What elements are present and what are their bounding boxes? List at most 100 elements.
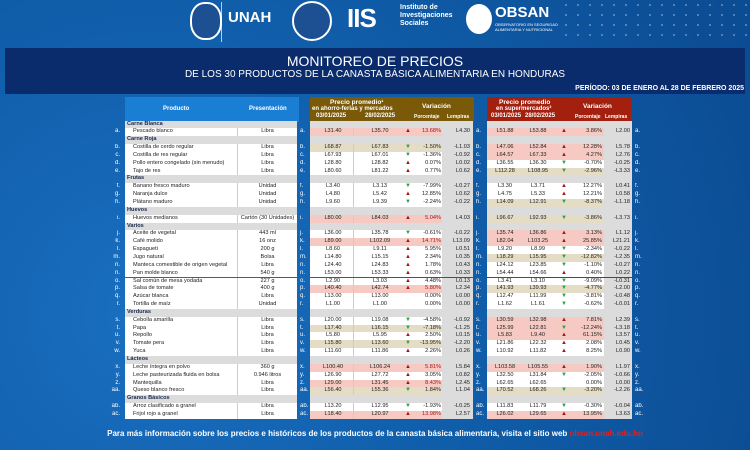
mercados-price-jan: L13.00: [324, 293, 342, 300]
header-super: Precio promedio en supermercados² 03/01/…: [487, 97, 632, 122]
mercados-lempiras: -L0.22: [442, 199, 473, 207]
super-lempiras: -L0.31: [604, 277, 632, 286]
super-lempiras: -L0.27: [604, 261, 632, 270]
mercados-price-feb: L81.22: [371, 167, 389, 174]
row-letter-left: j.: [117, 230, 120, 237]
column-divider: [353, 403, 354, 411]
table-row: v. Tomate pera Libra v. L15.80 L13.60 ▼ -13.95%…: [96, 340, 648, 349]
arrow-down-icon: ▼: [561, 246, 567, 253]
super-cell-bg: [487, 348, 604, 356]
mercados-cell-bg: [310, 214, 442, 223]
super-percent: -12.24%: [581, 324, 602, 331]
super-cell-bg: [487, 253, 604, 262]
mercados-price-feb: L19.08: [371, 316, 389, 323]
row-letter-left: ac.: [111, 410, 120, 417]
super-price-feb: L1.61: [531, 301, 545, 308]
super-lempiras: -L3.33: [604, 167, 632, 176]
mercados-lempiras: L4.03: [442, 214, 473, 223]
page-title: MONITOREO DE PRECIOS: [286, 53, 464, 69]
mercados-price-jan: L20.00: [324, 316, 342, 323]
super-lempiras: L0.45: [604, 340, 632, 349]
row-letter-left: m.: [113, 253, 120, 260]
row-letter-left: z.: [115, 379, 120, 386]
row-letter: w.: [300, 348, 306, 355]
mercados-price-jan: L80.60: [324, 167, 342, 174]
arrow-down-icon: ▼: [561, 253, 567, 260]
row-letter-right: z.: [635, 379, 640, 386]
super-cell-bg: [487, 246, 604, 254]
mercados-price-feb: L1.00: [373, 301, 387, 308]
super-lempiras: -L2.00: [604, 285, 632, 294]
arrow-down-icon: ▼: [405, 340, 411, 347]
mercados-price-feb: L9.39: [373, 199, 387, 205]
product-name: Pescado blanco: [125, 128, 237, 137]
super-percent: 2.08%: [586, 340, 602, 347]
mercados-price-jan: L9.60: [326, 199, 340, 205]
super-lempiras: -L0.25: [604, 159, 632, 168]
category-bg: [125, 136, 297, 145]
column-divider: [353, 371, 354, 380]
product-name: Aceite de vegetal: [125, 230, 237, 239]
header-mercados-date1: 03/01/2025: [316, 113, 347, 119]
presentation: Libra: [237, 261, 297, 270]
super-percent: -12.82%: [581, 253, 602, 260]
mercados-percent: 0.00%: [425, 293, 441, 300]
mercados-price-feb: L13.60: [371, 340, 389, 347]
row-letter: v.: [476, 340, 481, 347]
table-row: p. Salsa de tomate 400 g p. L40.40 L42.74 ▲ 5.8…: [96, 285, 648, 294]
mercados-price-jan: L89.00: [324, 238, 342, 245]
mercados-price-jan: L2.90: [326, 277, 340, 284]
product-name: Manteca comestible de origen vegetal: [125, 261, 237, 270]
iis-logo-subtitle: Instituto de Investigaciones Sociales: [400, 4, 453, 27]
row-letter: d.: [300, 159, 306, 166]
footer-link[interactable]: obsan.unah.edu.hn: [569, 429, 643, 438]
row-letter-left: q.: [114, 293, 120, 300]
presentation: Unidad: [237, 191, 297, 199]
mercados-price-feb: L35.78: [371, 230, 389, 237]
table-row: b. Costilla de cerdo regular Libra b. L68.87…: [96, 144, 648, 152]
super-cell-bg: [487, 316, 604, 325]
table-row: o. Sal común de mesa yodada 227 g o. L2.90 L3…: [96, 277, 648, 286]
category-label: Granos Básicos: [127, 395, 170, 402]
column-divider: [353, 387, 354, 396]
super-percent: 61.15%: [583, 332, 602, 339]
row-letter-right: h.: [635, 199, 641, 205]
super-price-feb: L12.91: [529, 199, 547, 205]
table-row: m. Jugo natural Bolsa m. L14.80 L15.15 ▲ 2.34% L…: [96, 253, 648, 262]
super-cell-bg: [487, 144, 604, 152]
table-row: ñ. Pan molde blanco 540 g ñ. L53.00 L53.33 ▲ 0.…: [96, 269, 648, 278]
row-letter: ac.: [476, 410, 485, 417]
arrow-up-icon: ▲: [405, 348, 411, 355]
super-lempiras: L2.39: [604, 316, 632, 325]
mercados-cell-bg: [310, 144, 442, 152]
header-mercados-lempiras: Lempiras: [447, 114, 470, 120]
super-lempiras: L2.76: [604, 151, 632, 160]
unah-seal-logo: [190, 2, 222, 40]
mercados-lempiras: L0.13: [442, 277, 473, 286]
mercados-price-feb: L24.83: [371, 261, 389, 268]
mercados-lempiras: L0.26: [442, 348, 473, 356]
super-category-bg: [487, 308, 632, 317]
super-percent: 12.28%: [583, 144, 602, 151]
super-percent: 8.25%: [586, 348, 602, 355]
product-name: Costilla de cerdo regular: [125, 144, 237, 152]
mercados-price-feb: L13.00: [371, 293, 389, 300]
category-row: Frutas: [96, 175, 648, 184]
mercados-cell-bg: [310, 324, 442, 333]
category-row: Carne Roja: [96, 136, 648, 145]
table-row: ac. Frijol rojo a granel Libra ac. L18.40 L20…: [96, 410, 648, 419]
footer-text: Para más información sobre los precios e…: [107, 429, 570, 438]
mercados-category-bg: [310, 222, 473, 231]
mercados-lempiras: L0.51: [442, 246, 473, 254]
super-percent: -2.96%: [584, 167, 602, 174]
super-category-bg: [487, 175, 632, 184]
row-letter: ñ.: [300, 269, 306, 276]
super-price-feb: L32.98: [529, 316, 547, 323]
super-percent: -2.05%: [584, 371, 602, 378]
header-super-sub: en supermercados²: [496, 106, 552, 112]
super-cell-bg: [487, 159, 604, 168]
mercados-price-feb: L53.33: [371, 269, 389, 276]
mercados-cell-bg: [310, 293, 442, 302]
mercados-cell-bg: [310, 151, 442, 160]
row-letter-right: a.: [635, 128, 641, 135]
